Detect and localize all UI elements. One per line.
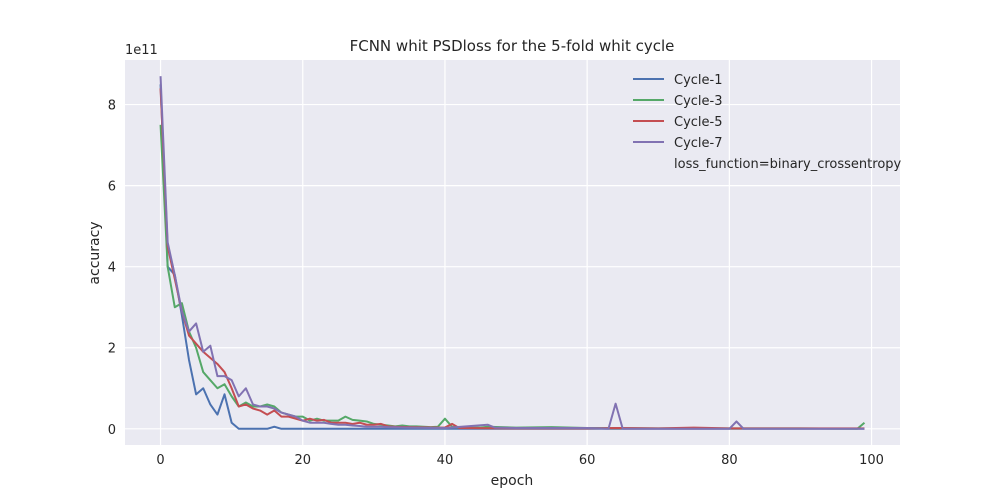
x-tick-label: 20: [294, 453, 311, 468]
y-tick-label: 4: [108, 261, 116, 276]
y-axis-label: accuracy: [87, 221, 103, 284]
x-tick-label: 80: [721, 453, 738, 468]
x-axis-label: epoch: [491, 473, 534, 489]
legend-label: Cycle-1: [674, 73, 723, 88]
series-lines: [159, 76, 866, 430]
legend: Cycle-1 Cycle-3 Cycle-5 Cycle-7 loss_functio…: [633, 73, 902, 172]
legend-label: Cycle-3: [674, 94, 723, 109]
series-line-cycle-7: [159, 76, 865, 430]
x-tick-label: 100: [859, 453, 884, 468]
x-tick-label: 60: [579, 453, 596, 468]
legend-label: Cycle-5: [674, 115, 723, 130]
legend-label: Cycle-7: [674, 136, 723, 151]
y-tick-label: 6: [108, 180, 116, 195]
legend-note: loss_function=binary_crossentropy: [674, 157, 902, 172]
chart-title: FCNN whit PSDloss for the 5-fold whit cy…: [350, 37, 675, 55]
y-tick-label: 2: [108, 342, 116, 357]
plot-area: [125, 60, 900, 445]
x-tick-label: 40: [437, 453, 454, 468]
y-tick-label: 0: [108, 423, 116, 438]
x-tick-label: 0: [156, 453, 164, 468]
tick-labels: 0 20 40 60 80 100 0 2 4 6 8: [108, 99, 884, 468]
y-offset-text: 1e11: [125, 43, 158, 58]
y-tick-label: 8: [108, 99, 116, 114]
